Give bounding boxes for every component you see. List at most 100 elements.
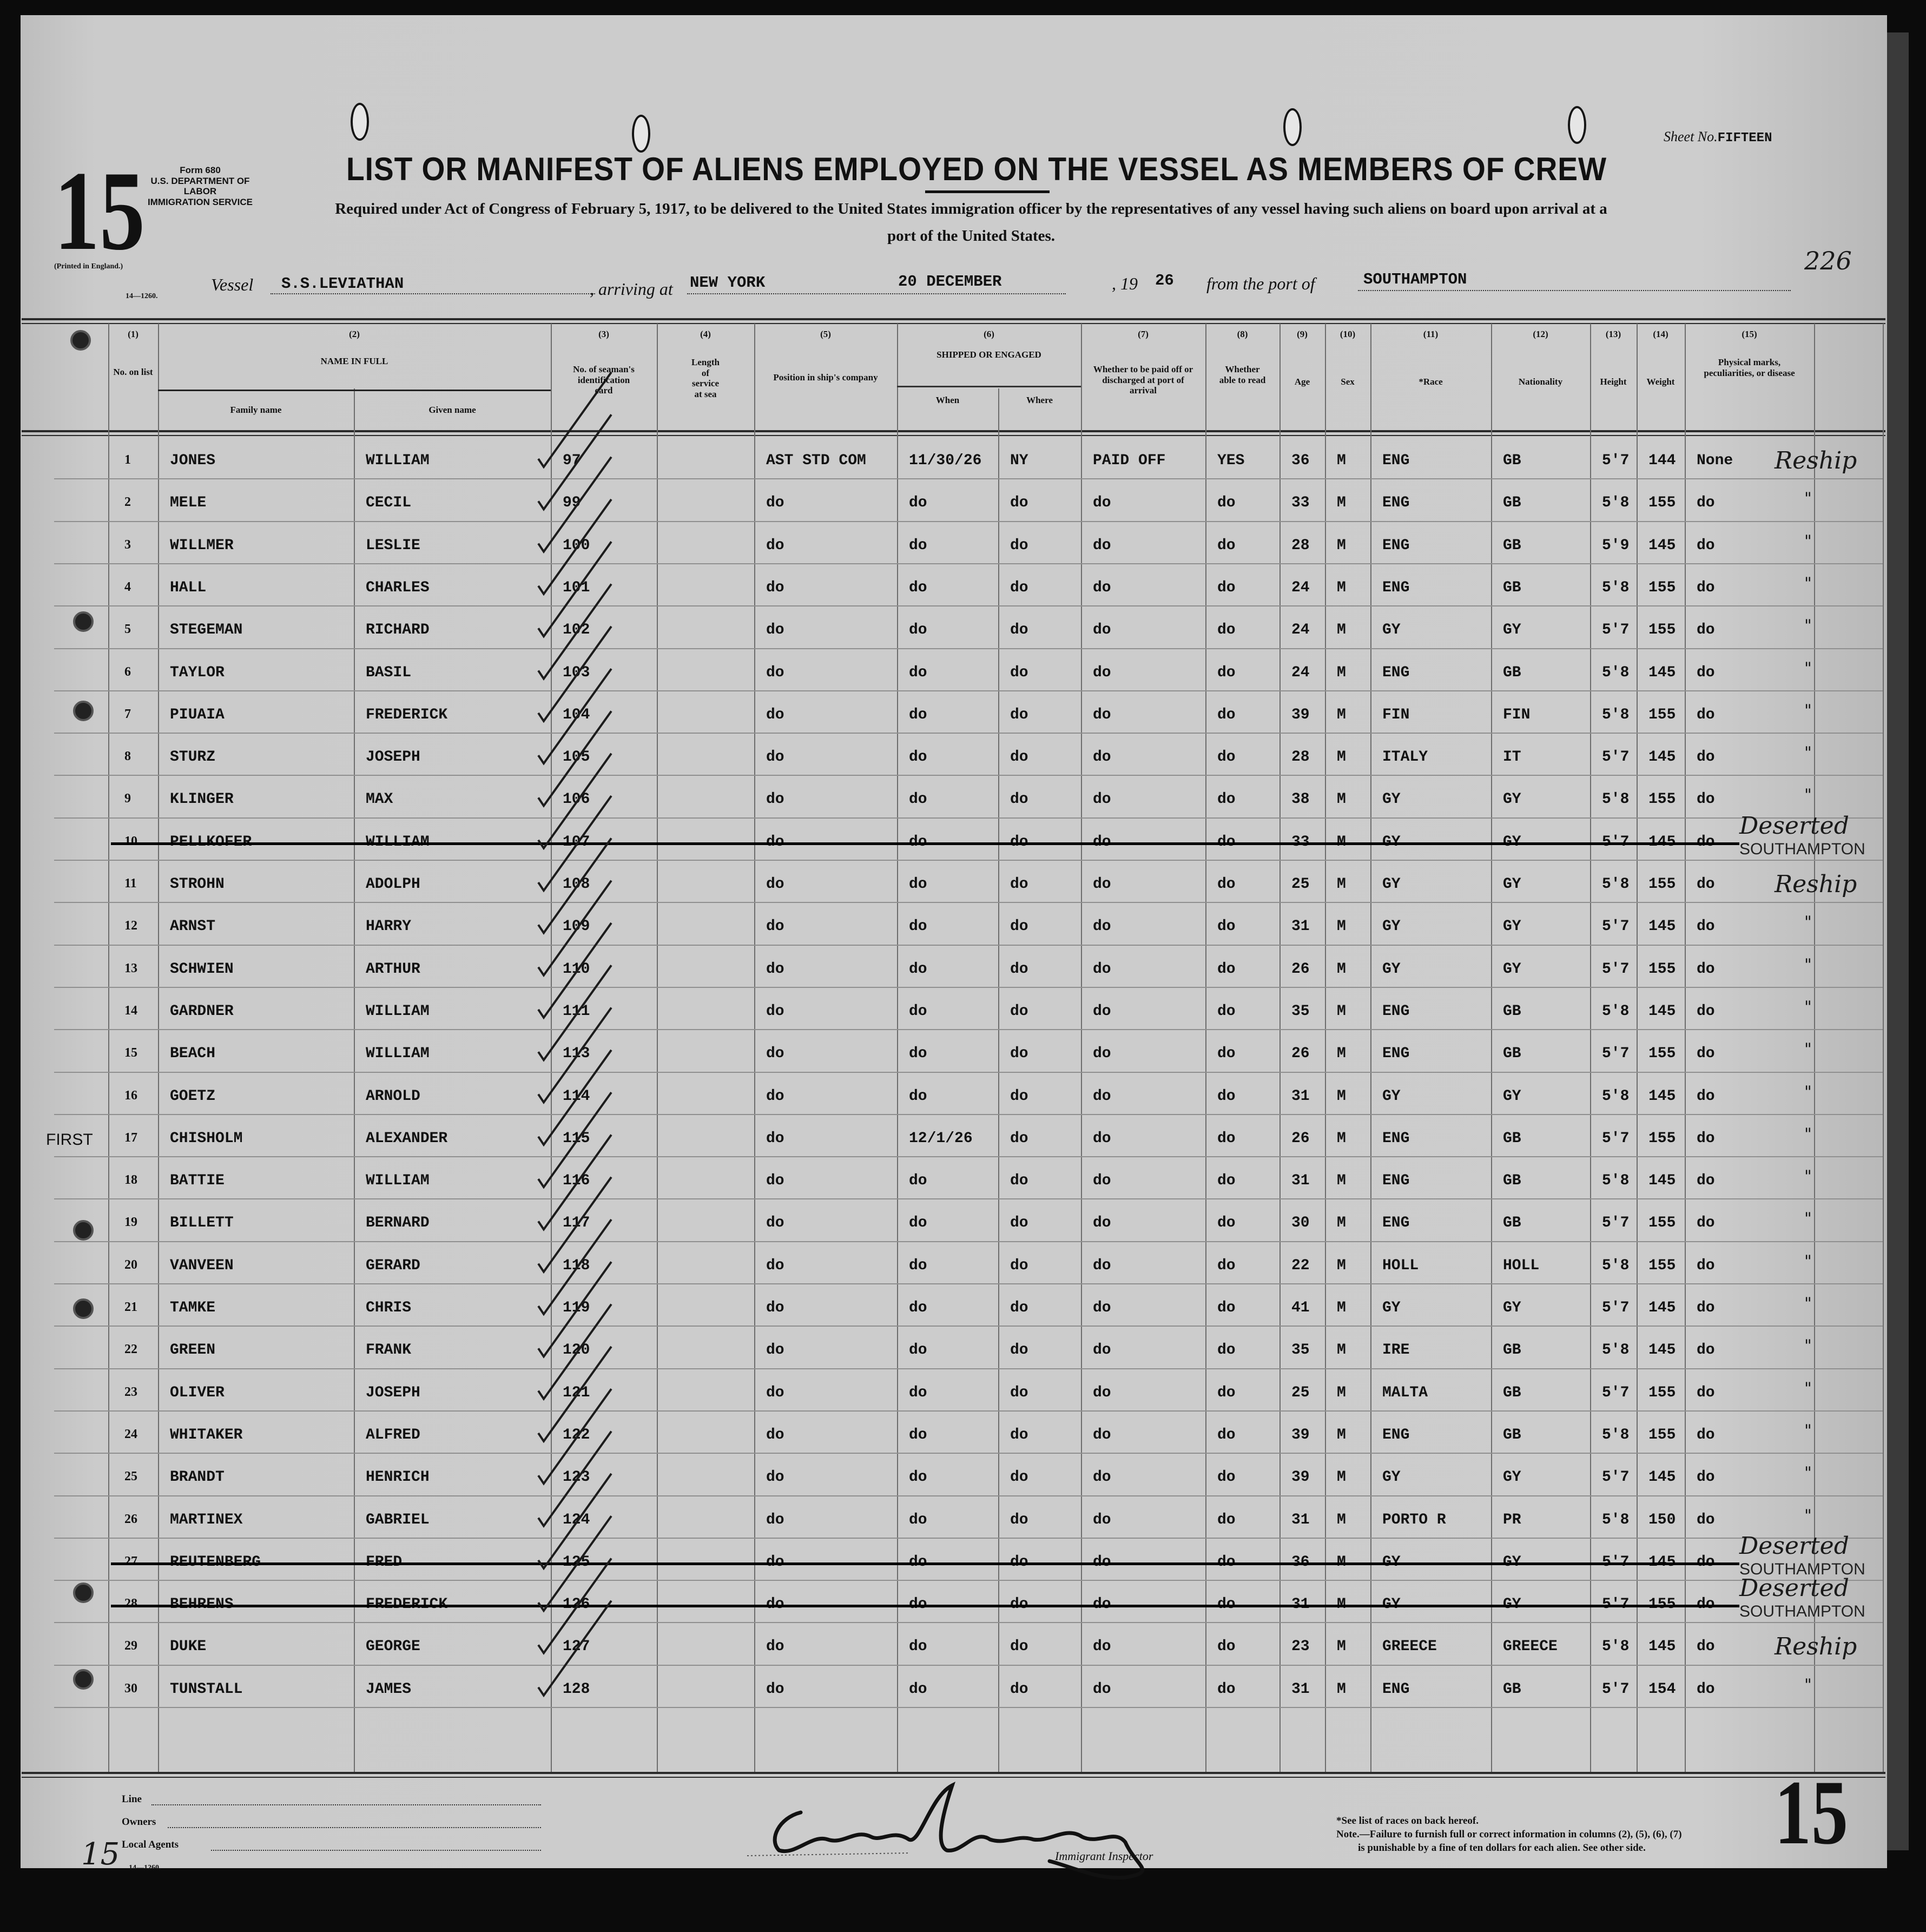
cell-sex: M	[1337, 1384, 1346, 1401]
cell-nationality: GY	[1503, 960, 1521, 978]
cell-family: ARNST	[170, 918, 216, 935]
cell-paid: do	[1093, 1638, 1111, 1656]
cell-marks: do	[1697, 876, 1715, 893]
cell-family: TAYLOR	[170, 664, 225, 681]
cell-nationality: GY	[1503, 834, 1521, 850]
cell-where: do	[1010, 1172, 1028, 1190]
cell-where: do	[1010, 1384, 1028, 1401]
cell-family: WHITAKER	[170, 1426, 243, 1443]
table-bottom-rule	[22, 1772, 1885, 1774]
cell-where: do	[1010, 537, 1028, 554]
cell-nationality: GY	[1503, 1554, 1521, 1570]
cell-no: 23	[124, 1384, 137, 1399]
cell-no: 13	[124, 961, 137, 975]
subtitle-line-1: Required under Act of Congress of Februa…	[335, 200, 1607, 217]
cell-family: VANVEEN	[170, 1257, 234, 1274]
cell-weight: 150	[1648, 1511, 1676, 1528]
column-divider	[1279, 324, 1281, 1772]
row-divider	[54, 1410, 1883, 1412]
southampton-stamp: SOUTHAMPTON	[1739, 1560, 1865, 1578]
handwritten-annotation: Reship	[1775, 447, 1857, 474]
cell-no: 6	[124, 664, 131, 679]
cell-read: do	[1217, 1469, 1236, 1486]
cell-where: do	[1010, 1257, 1028, 1274]
cell-race: ITALY	[1382, 749, 1428, 766]
sheet-number-large: 15	[54, 148, 145, 274]
col-label: Position in ship's company	[773, 372, 878, 383]
ditto-mark: "	[1804, 743, 1812, 763]
arriving-port: NEW YORK	[690, 274, 766, 292]
col-header-race: (11) *Race	[1370, 324, 1491, 432]
cell-sex: M	[1337, 452, 1346, 469]
row-divider	[54, 1156, 1883, 1158]
cell-race: ENG	[1382, 1680, 1410, 1698]
cell-where: do	[1010, 791, 1028, 808]
cell-height: 5'7	[1602, 1597, 1629, 1612]
cell-given: CECIL	[366, 494, 412, 512]
cell-marks: do	[1697, 1130, 1715, 1147]
cell-nationality: GY	[1503, 622, 1521, 639]
cell-when: do	[909, 664, 927, 681]
cell-age: 30	[1291, 1215, 1310, 1232]
cell-weight: 155	[1648, 706, 1676, 723]
cell-id: 127	[563, 1638, 590, 1656]
cell-weight: 145	[1648, 918, 1676, 935]
cell-when: do	[909, 1597, 927, 1612]
column-divider	[1637, 324, 1638, 1772]
row-divider	[54, 1071, 1883, 1073]
cell-paid: do	[1093, 1130, 1111, 1147]
row-divider	[54, 1113, 1883, 1115]
cell-height: 5'7	[1602, 622, 1630, 639]
cell-read: do	[1217, 1300, 1236, 1316]
cell-paid: do	[1093, 1045, 1111, 1063]
cell-height: 5'7	[1602, 918, 1630, 935]
col-number: (10)	[1340, 329, 1356, 339]
cell-weight: 155	[1648, 1426, 1676, 1443]
department-name: U.S. DEPARTMENT OF LABOR	[150, 175, 250, 197]
punch-hole	[73, 1582, 94, 1603]
cell-age: 31	[1291, 1511, 1310, 1528]
col-number: (3)	[598, 329, 609, 339]
cell-sex: M	[1337, 1554, 1346, 1570]
cell-given: FREDERICK	[366, 1597, 447, 1612]
cell-nationality: GY	[1503, 876, 1521, 893]
cell-no: 15	[124, 1046, 137, 1060]
cell-when: do	[909, 494, 927, 512]
cell-id: 117	[563, 1215, 590, 1232]
cell-weight: 144	[1648, 452, 1676, 469]
cell-given: GABRIEL	[366, 1511, 430, 1528]
column-divider	[354, 388, 355, 1772]
ditto-mark: "	[1804, 489, 1812, 509]
cell-id: 114	[563, 1087, 590, 1105]
cell-sex: M	[1337, 1257, 1346, 1274]
cell-no: 19	[124, 1215, 137, 1230]
col-sublabel-family: Family name	[230, 405, 282, 415]
form-code: 14—1260.	[126, 292, 158, 300]
cell-read: do	[1217, 749, 1236, 766]
cell-marks: do	[1697, 622, 1715, 639]
column-divider	[1370, 324, 1371, 1772]
cell-id: 102	[563, 622, 590, 639]
cell-weight: 145	[1648, 664, 1676, 681]
ditto-mark: "	[1804, 913, 1812, 932]
row-divider	[54, 1664, 1883, 1666]
cell-id: 122	[563, 1426, 590, 1443]
cell-id: 111	[563, 1003, 590, 1020]
column-divider	[998, 388, 999, 1772]
cell-when: 12/1/26	[909, 1130, 973, 1147]
cell-sex: M	[1337, 1172, 1346, 1190]
cell-nationality: GB	[1503, 537, 1521, 554]
punch-hole	[73, 1220, 94, 1241]
column-divider	[897, 324, 898, 1772]
cell-sex: M	[1337, 1511, 1346, 1528]
cell-read: do	[1217, 1130, 1236, 1147]
cell-position: do	[766, 622, 784, 639]
col-number: (9)	[1297, 329, 1308, 339]
cell-family: BILLETT	[170, 1215, 234, 1232]
cell-weight: 155	[1648, 1045, 1676, 1063]
cell-position: do	[766, 1469, 784, 1486]
cell-given: ALEXANDER	[366, 1130, 448, 1147]
cell-where: do	[1010, 1130, 1028, 1147]
cell-read: do	[1217, 1554, 1236, 1570]
cell-family: GARDNER	[170, 1003, 234, 1020]
